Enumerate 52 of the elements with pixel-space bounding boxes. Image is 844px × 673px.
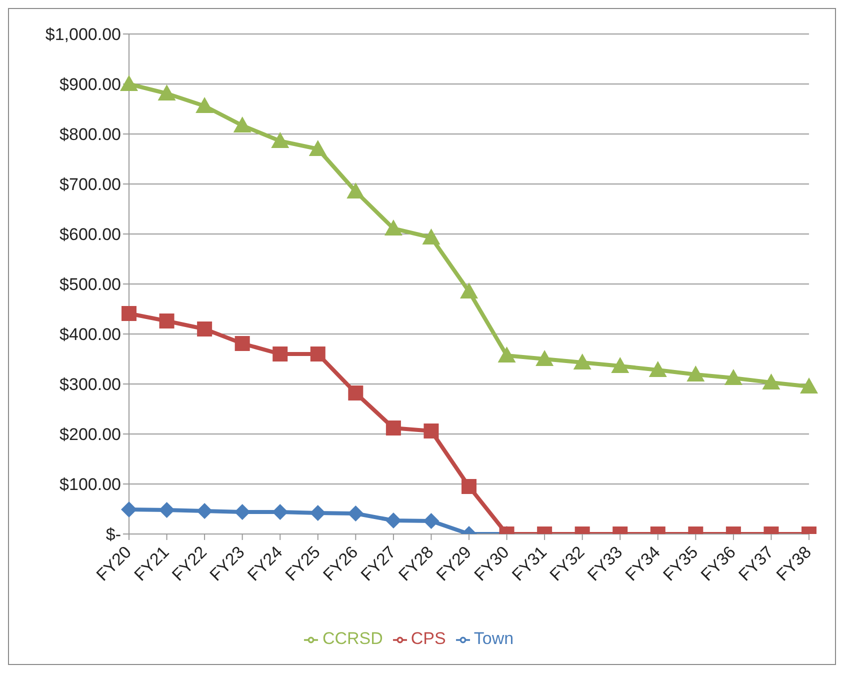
point xyxy=(272,346,288,362)
point xyxy=(308,140,327,156)
y-tick-label: $200.00 xyxy=(60,425,121,444)
y-tick-label: $500.00 xyxy=(60,275,121,294)
point xyxy=(159,314,174,328)
point xyxy=(310,346,326,362)
y-tick-label: $800.00 xyxy=(60,125,121,144)
y-tick-label: $900.00 xyxy=(60,75,121,94)
point xyxy=(424,424,439,438)
point xyxy=(158,502,175,518)
point xyxy=(234,336,250,351)
y-tick-label: $400.00 xyxy=(60,325,121,344)
point xyxy=(158,84,176,100)
point xyxy=(573,354,592,370)
y-tick-label: $600.00 xyxy=(60,225,121,244)
point xyxy=(122,306,136,321)
point xyxy=(462,479,476,494)
point xyxy=(648,361,667,377)
point xyxy=(460,282,478,298)
y-tick-label: $100.00 xyxy=(60,475,121,494)
point xyxy=(197,322,212,336)
y-tick-label: $1,000.00 xyxy=(45,25,121,44)
point xyxy=(498,346,516,362)
legend-label: Town xyxy=(474,629,514,648)
y-tick-label: $700.00 xyxy=(60,175,121,194)
point xyxy=(120,75,138,91)
point xyxy=(348,506,364,522)
point xyxy=(611,357,630,373)
y-tick-label: $- xyxy=(106,525,121,544)
point xyxy=(233,116,252,132)
point xyxy=(423,513,440,529)
y-tick-label: $300.00 xyxy=(60,375,121,394)
point xyxy=(385,512,402,528)
point xyxy=(271,132,290,148)
point xyxy=(310,505,326,521)
point xyxy=(196,503,213,519)
point xyxy=(536,350,554,366)
point xyxy=(422,228,440,244)
point xyxy=(348,386,364,400)
point xyxy=(272,504,288,520)
legend-label: CCRSD xyxy=(322,629,383,648)
point xyxy=(346,182,365,198)
point xyxy=(800,378,818,394)
legend-label: CPS xyxy=(410,629,446,648)
point xyxy=(121,502,137,518)
point xyxy=(762,374,780,390)
point xyxy=(196,97,214,113)
point xyxy=(384,220,402,236)
point xyxy=(386,420,401,436)
point xyxy=(724,369,742,385)
point xyxy=(234,504,250,520)
point xyxy=(686,366,705,382)
